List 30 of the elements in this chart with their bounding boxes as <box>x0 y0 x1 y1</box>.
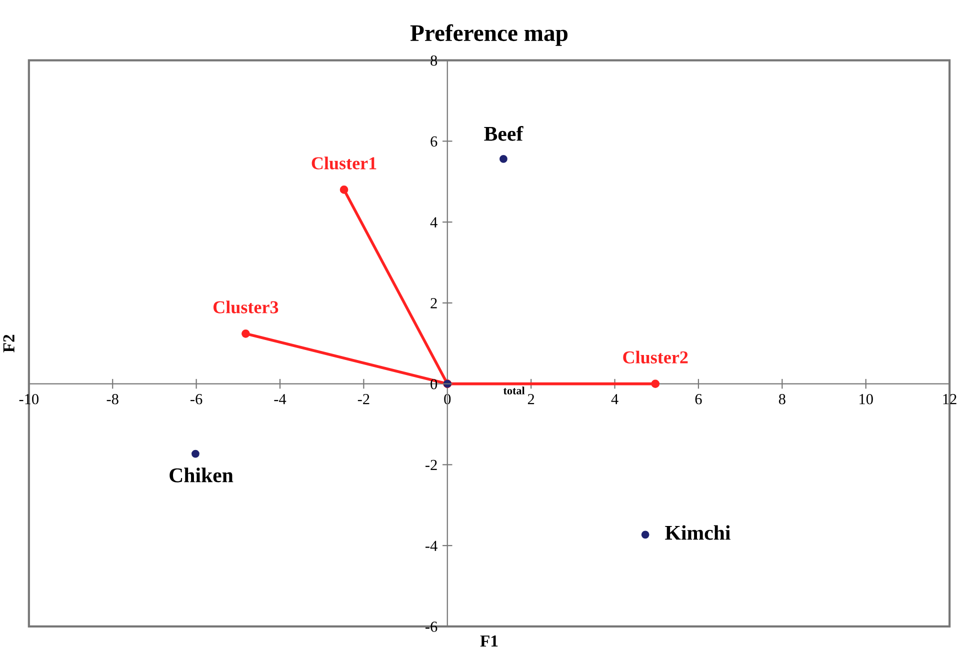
x-tick-label: 2 <box>528 394 534 404</box>
x-tick-label: -2 <box>358 394 370 404</box>
y-tick-label: 0 <box>430 378 438 390</box>
series-label: Cluster1 <box>312 156 376 170</box>
series-label: Cluster3 <box>213 300 278 314</box>
x-tick-label: -6 <box>190 394 202 404</box>
y-axis-title: F2 <box>3 334 14 352</box>
annotation: total <box>503 386 525 394</box>
x-tick-label: -4 <box>274 394 286 404</box>
y-tick-label: -6 <box>426 622 438 632</box>
chart-title: Preference map <box>410 24 568 46</box>
annotation: Chiken <box>170 468 234 482</box>
annotation: Kimchi <box>665 525 730 540</box>
y-tick-label: 2 <box>430 298 437 308</box>
y-tick-label: 4 <box>430 217 438 228</box>
y-tick-label: -2 <box>426 460 437 470</box>
x-axis-title: F1 <box>480 636 498 647</box>
x-tick-label: 6 <box>695 394 702 404</box>
x-tick-label: 8 <box>778 394 786 404</box>
y-tick-label: -4 <box>426 540 438 551</box>
x-tick-label: -10 <box>19 394 39 404</box>
y-tick-label: 6 <box>430 136 438 147</box>
x-tick-label: 12 <box>943 394 956 404</box>
x-tick-label: 0 <box>444 394 451 404</box>
series-label: Cluster2 <box>623 350 688 364</box>
x-tick-label: -8 <box>106 394 118 404</box>
x-tick-label: 4 <box>611 394 618 404</box>
annotation: Beef <box>484 126 524 141</box>
x-tick-label: 10 <box>860 394 873 404</box>
y-tick-label: 8 <box>430 55 438 66</box>
